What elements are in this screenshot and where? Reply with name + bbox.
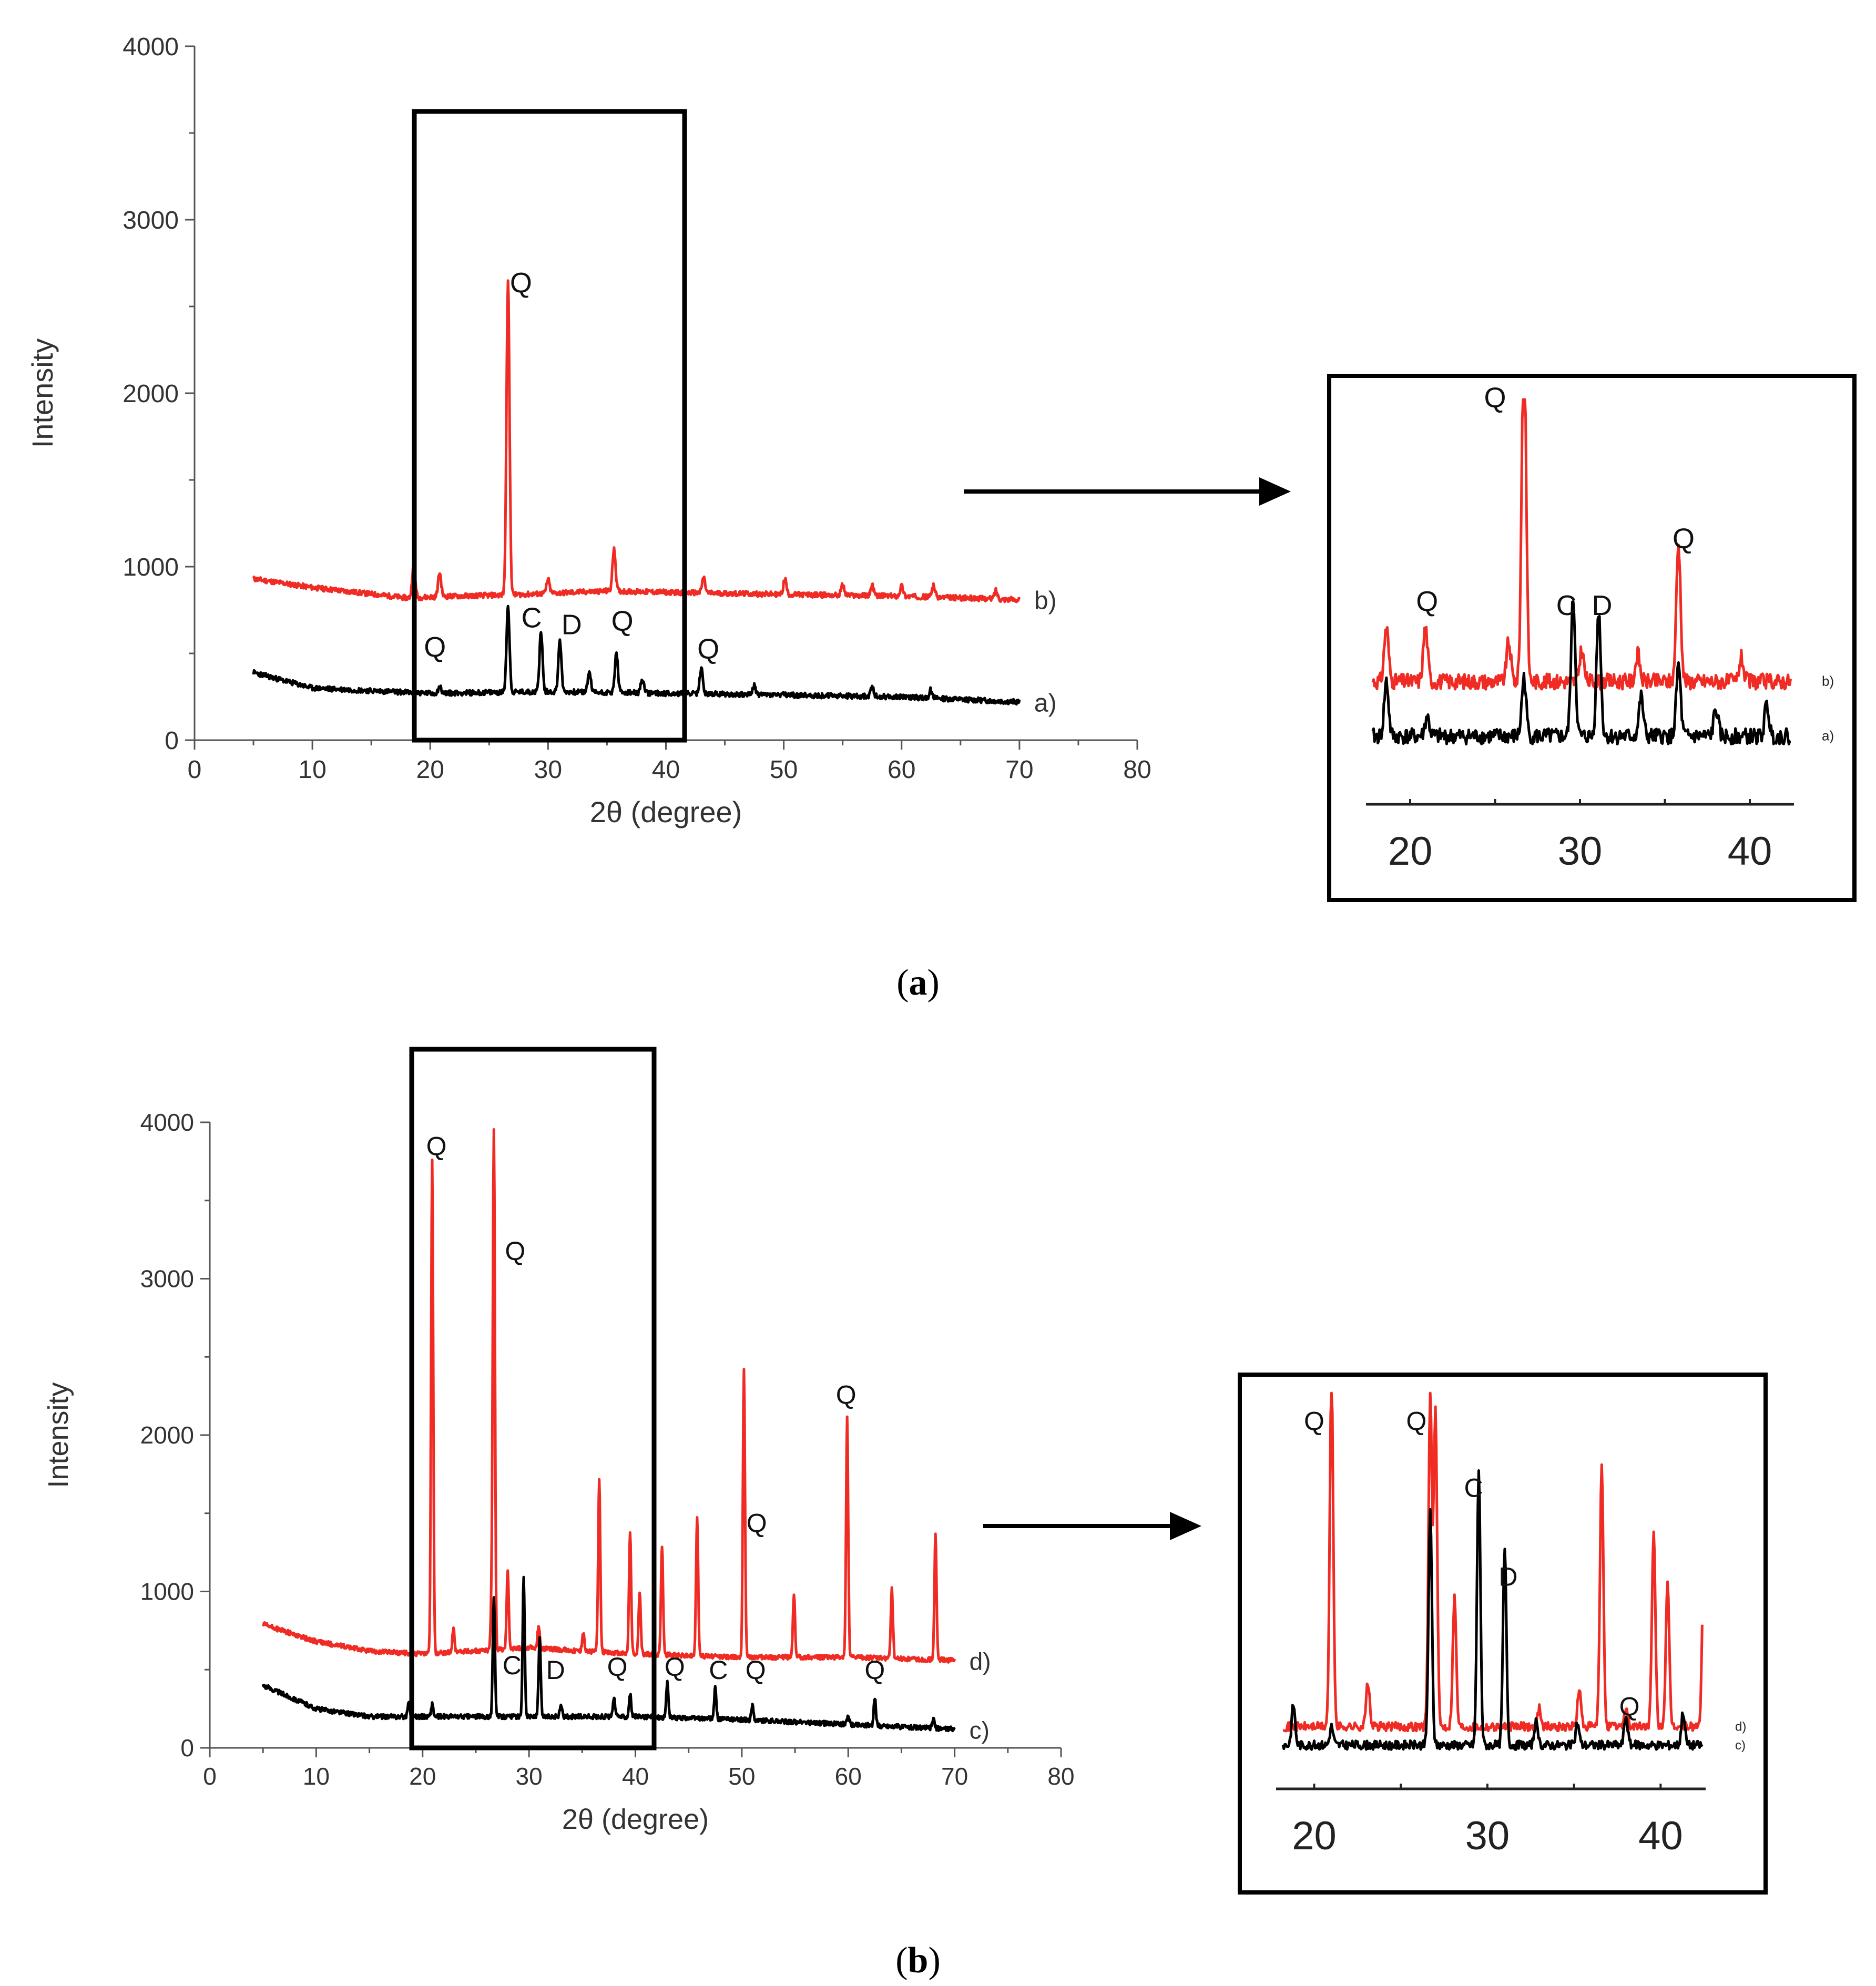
caption-a-letter: a [909, 963, 927, 1003]
y-axis-title: Intensity [43, 1382, 74, 1488]
caption-a-open: ( [896, 963, 909, 1003]
x-tick-label: 80 [1123, 756, 1151, 784]
y-tick-label: 3000 [140, 1265, 194, 1293]
inset-x-tick-label: 30 [1558, 829, 1603, 874]
y-tick-label: 2000 [123, 380, 179, 408]
panel-a-main-chart: 0 10 20 30 40 50 60 70 80 0 1000 2000 3000 4000 2θ (de… [26, 33, 1151, 828]
y-tick-label: 0 [165, 727, 179, 755]
series-label: b) [1034, 587, 1057, 615]
peak-label: Q [611, 606, 634, 637]
inset-series-line-d [1282, 1391, 1704, 1733]
panel-a-zoom-inset: 20 30 40 b) a) Q Q C D Q [1327, 374, 1857, 902]
series-line-c [261, 1575, 956, 1733]
peak-label: Q [426, 1131, 447, 1161]
inset-peak-label: D [1498, 1562, 1517, 1592]
x-tick-label: 30 [534, 756, 562, 784]
inset-series-line-b [1371, 398, 1792, 691]
inset-peak-label: Q [1484, 382, 1506, 414]
peak-label: Q [505, 1236, 525, 1266]
inset-x-tick-label: 20 [1292, 1814, 1337, 1858]
inset-peak-label: Q [1619, 1692, 1640, 1721]
inset-x-tick-label: 40 [1728, 829, 1772, 874]
peak-label: Q [836, 1380, 857, 1410]
x-tick-label: 30 [516, 1763, 543, 1790]
inset-peak-label: D [1592, 590, 1612, 621]
inset-series-line-a [1371, 600, 1791, 746]
caption-b-letter: b [908, 1940, 929, 1981]
caption-b-close: ) [928, 1940, 940, 1981]
caption-a: (a) [896, 963, 940, 1003]
x-tick-label: 50 [770, 756, 798, 784]
inset-series-label: d) [1735, 1720, 1746, 1734]
caption-b: (b) [895, 1940, 941, 1981]
caption-a-close: ) [927, 963, 940, 1003]
y-tick-label: 3000 [123, 207, 179, 234]
peak-label: Q [747, 1508, 767, 1538]
series-label: d) [970, 1647, 991, 1675]
x-tick-label: 70 [1005, 756, 1033, 784]
inset-series-label: a) [1822, 728, 1834, 744]
peak-label: C [503, 1651, 522, 1680]
peak-label: D [562, 609, 582, 641]
peak-label: Q [665, 1652, 685, 1682]
inset-series-label: c) [1735, 1738, 1746, 1753]
x-tick-label: 0 [203, 1763, 217, 1790]
series-line-d [262, 1128, 956, 1664]
zoom-region-box [412, 109, 687, 743]
inset-frame [1327, 374, 1857, 902]
inset-peak-label: Q [1406, 1407, 1426, 1436]
x-axis-title: 2θ (degree) [590, 795, 742, 828]
peak-label: Q [697, 633, 719, 665]
inset-peak-label: Q [1304, 1407, 1324, 1436]
panel-b-main-chart: 0 10 20 30 40 50 60 70 80 0 1000 2000 3000 4000 2θ (de… [43, 1047, 1075, 1835]
arrow-a [964, 477, 1291, 506]
inset-x-tick-label: 40 [1638, 1814, 1683, 1858]
x-tick-label: 0 [188, 756, 202, 784]
y-tick-label: 4000 [140, 1109, 194, 1136]
x-tick-label: 40 [622, 1763, 649, 1790]
inset-peak-label: C [1556, 590, 1577, 621]
series-label: a) [1034, 689, 1057, 717]
peak-label: C [521, 602, 542, 634]
inset-series-label: b) [1822, 673, 1834, 689]
y-axis-title: Intensity [26, 339, 59, 448]
series-line-a [252, 605, 1021, 706]
y-tick-label: 2000 [140, 1421, 194, 1449]
x-axis-title: 2θ (degree) [562, 1804, 709, 1835]
y-tick-label: 0 [180, 1734, 194, 1762]
zoom-region-box [409, 1047, 657, 1750]
peak-label: C [709, 1655, 728, 1685]
inset-series-line-c [1281, 1469, 1704, 1751]
x-tick-label: 50 [728, 1763, 755, 1790]
inset-x-tick-label: 30 [1465, 1814, 1510, 1858]
inset-peak-label: Q [1673, 523, 1695, 555]
peak-label: Q [864, 1655, 885, 1685]
inset-x-tick-label: 20 [1388, 829, 1433, 874]
peak-label: Q [607, 1652, 628, 1682]
x-tick-label: 10 [303, 1763, 330, 1790]
x-tick-label: 60 [888, 756, 915, 784]
x-tick-label: 20 [409, 1763, 436, 1790]
x-tick-label: 10 [298, 756, 326, 784]
series-line-b [252, 279, 1021, 603]
x-tick-label: 40 [652, 756, 680, 784]
peak-label: Q [424, 632, 446, 663]
peak-label: Q [510, 268, 532, 299]
y-tick-label: 4000 [123, 33, 179, 61]
y-tick-label: 1000 [140, 1578, 194, 1605]
x-tick-label: 80 [1047, 1763, 1074, 1790]
peak-label: Q [746, 1655, 766, 1685]
y-tick-label: 1000 [123, 554, 179, 581]
inset-peak-label: C [1464, 1473, 1483, 1502]
x-tick-label: 70 [941, 1763, 968, 1790]
inset-peak-label: Q [1416, 586, 1438, 617]
arrow-b [983, 1512, 1201, 1540]
x-tick-label: 60 [835, 1763, 862, 1790]
caption-b-open: ( [895, 1940, 908, 1981]
x-tick-label: 20 [416, 756, 444, 784]
panel-b-zoom-inset: 20 30 40 d) c) Q Q C D Q [1238, 1373, 1768, 1895]
peak-label: D [546, 1655, 565, 1685]
series-label: c) [970, 1716, 990, 1744]
